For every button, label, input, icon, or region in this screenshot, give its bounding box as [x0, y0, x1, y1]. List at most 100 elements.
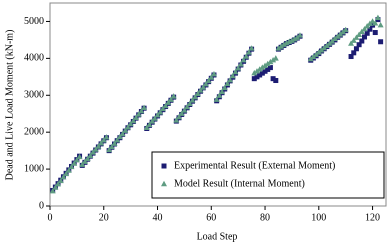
triangle-point [161, 180, 167, 187]
triangle-point [151, 115, 158, 121]
triangle-point [189, 97, 196, 103]
plot-area [49, 2, 387, 207]
triangle-point [291, 35, 298, 42]
triangle-point [208, 74, 215, 80]
triangle-point [57, 177, 64, 184]
triangle-point [165, 99, 172, 105]
x-tick-label: 120 [365, 212, 380, 223]
triangle-point [192, 93, 199, 100]
triangle-point [178, 110, 185, 116]
triangle-point [49, 188, 56, 194]
x-tick-label: 40 [153, 212, 163, 223]
x-tick-label: 20 [99, 212, 109, 223]
triangle-point [138, 107, 145, 114]
triangle-point [119, 130, 126, 137]
triangle-point [76, 153, 83, 160]
triangle-point [73, 157, 80, 163]
triangle-point [95, 143, 102, 149]
x-tick-label: 80 [260, 212, 270, 223]
triangle-point [130, 117, 137, 124]
triangle-point [216, 92, 223, 98]
triangle-point [262, 62, 269, 68]
triangle-point [348, 40, 355, 46]
triangle-point [124, 124, 131, 130]
triangle-point [133, 114, 140, 120]
triangle-point [259, 64, 266, 70]
square-point [361, 34, 367, 40]
triangle-point [350, 37, 357, 43]
triangle-point [245, 49, 252, 55]
square-point [367, 26, 373, 32]
triangle-point [71, 160, 78, 166]
square-point [251, 76, 257, 82]
square-point [378, 39, 384, 45]
triangle-point [176, 113, 183, 120]
triangle-point [98, 140, 105, 146]
triangle-point [159, 105, 166, 112]
square-point [348, 54, 354, 60]
triangle-point [270, 57, 277, 63]
triangle-point [111, 140, 118, 146]
triangle-point [90, 149, 97, 155]
triangle-point [264, 60, 271, 67]
triangle-point [100, 137, 107, 143]
triangle-point [157, 109, 164, 115]
triangle-point [149, 118, 156, 124]
square-point [265, 66, 271, 72]
triangle-point [103, 134, 110, 140]
square-point [351, 50, 357, 56]
legend-label: Experimental Result (External Moment) [174, 160, 335, 171]
triangle-point [237, 61, 244, 67]
square-point [270, 76, 276, 82]
triangle-point [170, 93, 177, 99]
triangle-point [106, 146, 113, 153]
triangle-point [256, 66, 263, 72]
square-point [259, 70, 265, 76]
y-tick-label: 3000 [24, 90, 44, 101]
triangle-point [232, 68, 239, 75]
x-axis-label: Load Step [197, 231, 238, 242]
triangle-point [154, 112, 161, 118]
triangle-point [275, 45, 282, 51]
triangle-point [81, 158, 88, 164]
triangle-point [372, 20, 379, 26]
triangle-point [243, 53, 250, 59]
triangle-point [342, 26, 349, 33]
square-point [161, 163, 167, 169]
triangle-point [267, 58, 274, 65]
y-tick-label: 0 [39, 200, 44, 211]
triangle-point [92, 146, 99, 152]
triangle-point [288, 37, 295, 43]
square-point [262, 68, 268, 74]
triangle-point [52, 184, 59, 190]
triangle-point [361, 26, 368, 32]
triangle-point [296, 32, 303, 38]
triangle-point [227, 76, 234, 83]
square-point [364, 30, 370, 36]
triangle-point [65, 167, 72, 173]
triangle-point [374, 14, 381, 20]
square-point [267, 65, 273, 71]
triangle-point [167, 96, 174, 102]
triangle-point [84, 155, 91, 161]
triangle-point [194, 90, 201, 96]
y-axis-label: Dead and Live Load Moment (kN-m) [4, 30, 15, 181]
triangle-point [278, 43, 285, 49]
triangle-point [63, 170, 70, 177]
square-point [254, 74, 260, 80]
triangle-point [356, 31, 363, 37]
square-point [359, 38, 365, 44]
x-tick-label: 100 [311, 212, 326, 223]
square-point [273, 78, 279, 84]
square-point [356, 42, 362, 48]
triangle-point [60, 174, 67, 180]
triangle-point [272, 55, 279, 61]
triangle-point [221, 84, 228, 91]
triangle-point [173, 117, 180, 123]
triangle-point [235, 65, 242, 71]
square-point [353, 46, 359, 52]
triangle-point [253, 68, 260, 74]
y-tick-label: 1000 [24, 163, 44, 174]
triangle-point [213, 96, 220, 102]
